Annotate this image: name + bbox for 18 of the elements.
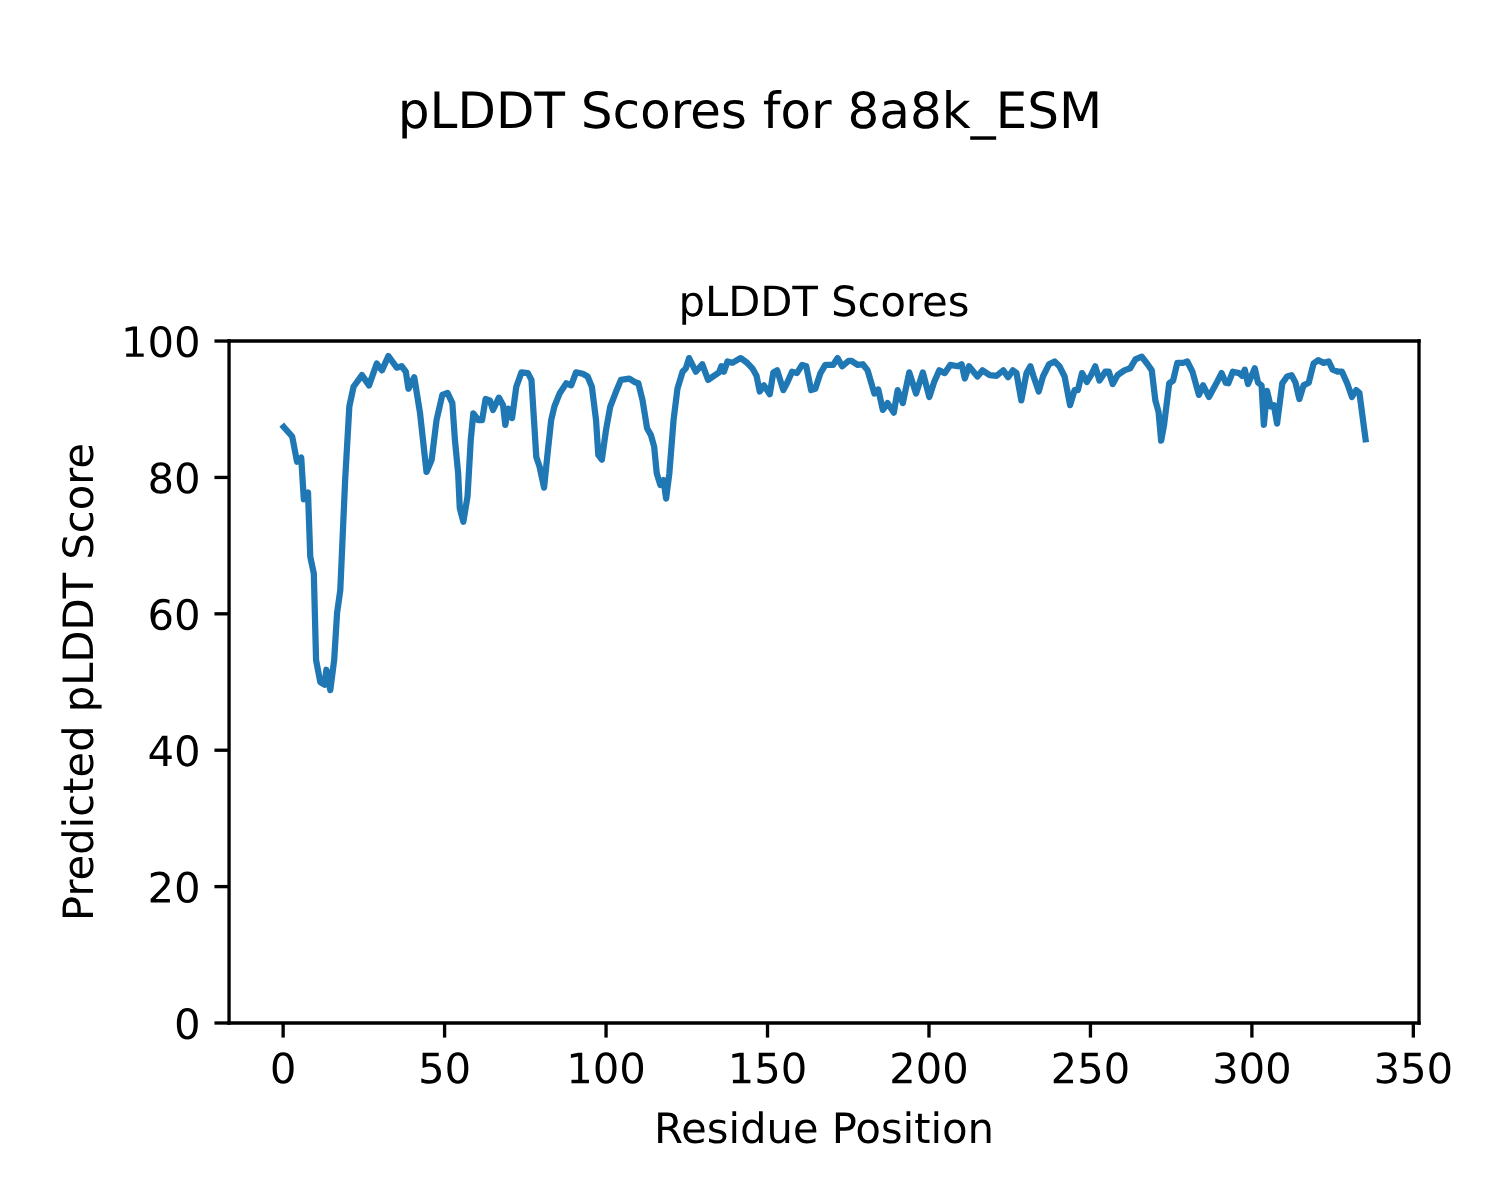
x-tick-label: 150 bbox=[732, 1052, 805, 1084]
x-tick-label: 250 bbox=[1053, 1052, 1128, 1084]
x-tick-label: 350 bbox=[1376, 1052, 1451, 1084]
y-tick-label: 0 bbox=[176, 1007, 198, 1040]
x-tick-label: 100 bbox=[570, 1052, 644, 1084]
y-axis-title: Predicted pLDDT Score bbox=[61, 445, 102, 917]
y-tick-label: 100 bbox=[125, 325, 198, 358]
x-tick-label: 50 bbox=[421, 1052, 469, 1084]
y-tick-label: 20 bbox=[150, 871, 198, 904]
chart-title: pLDDT Scores for 8a8k_ESM bbox=[402, 90, 1098, 140]
x-tick-label: 200 bbox=[892, 1052, 966, 1084]
x-tick-label: 300 bbox=[1215, 1052, 1289, 1084]
y-tick-label: 80 bbox=[150, 462, 198, 494]
y-tick-label: 40 bbox=[149, 735, 198, 767]
y-tick-label: 60 bbox=[150, 598, 198, 631]
chart-subtitle: pLDDT Scores bbox=[682, 285, 968, 325]
x-tick-label: 0 bbox=[272, 1052, 294, 1084]
x-axis-title: Residue Position bbox=[658, 1111, 991, 1144]
